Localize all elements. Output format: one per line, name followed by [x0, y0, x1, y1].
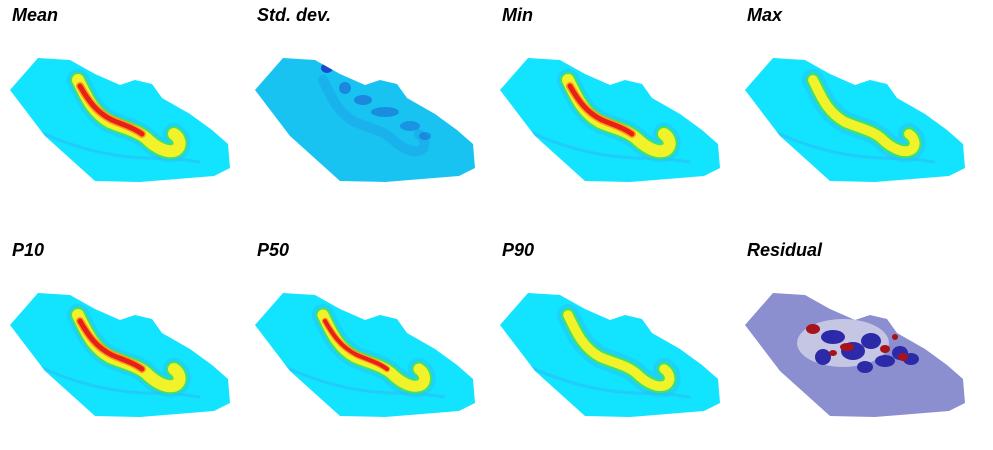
- uncertainty-patch: [400, 121, 420, 131]
- panel-title: P50: [257, 240, 290, 260]
- field-layer: [774, 69, 936, 164]
- field-layer: [529, 304, 691, 399]
- map-p90: [500, 293, 720, 417]
- negative-residual-blob: [821, 330, 845, 344]
- channel-red-core: [567, 83, 635, 137]
- panel-p90: P90: [490, 235, 735, 450]
- uncertainty-patch: [321, 63, 333, 73]
- panel-residual: Residual: [735, 235, 980, 450]
- contour-line: [774, 130, 936, 164]
- positive-residual-blob: [898, 353, 908, 361]
- negative-residual-blob: [815, 349, 831, 365]
- contour-line: [529, 365, 691, 399]
- uncertainty-patch: [339, 82, 351, 94]
- panel-title: Max: [747, 5, 783, 25]
- positive-residual-blob: [806, 324, 820, 334]
- channel-red-core: [323, 319, 389, 371]
- negative-residual-blob: [857, 361, 873, 373]
- field-layer: [284, 304, 446, 399]
- panel-title: Std. dev.: [257, 5, 332, 25]
- map-max: [745, 58, 965, 182]
- map-p10: [10, 293, 230, 417]
- anomaly-layer: [797, 319, 919, 373]
- positive-residual-blob: [880, 345, 890, 353]
- field-layer: [39, 304, 201, 399]
- channel-red-core: [77, 318, 145, 372]
- uncertainty-patch: [371, 107, 399, 117]
- channel-uncertainty: [318, 75, 430, 157]
- positive-residual-blob: [840, 343, 854, 351]
- uncertainty-patch: [354, 95, 372, 105]
- map-residual: [745, 293, 965, 417]
- panel-title: Mean: [12, 5, 59, 25]
- channel-yellow-band: [563, 310, 675, 391]
- domain-field: [255, 58, 475, 182]
- contour-line: [284, 365, 446, 399]
- panel-title: Min: [502, 5, 533, 25]
- panel-title: Residual: [747, 240, 823, 260]
- panel-std-dev: Std. dev.: [245, 0, 490, 215]
- positive-residual-blob: [829, 350, 837, 356]
- panel-title: P90: [502, 240, 535, 260]
- positive-residual-blob: [892, 334, 898, 340]
- map-mean: [10, 58, 230, 182]
- negative-residual-blob: [861, 333, 881, 349]
- negative-residual-blob: [875, 355, 895, 367]
- channel-red-core: [77, 83, 145, 137]
- panel-min: Min: [490, 0, 735, 215]
- panel-max: Max: [735, 0, 980, 215]
- field-layer: [39, 69, 201, 164]
- map-p50: [255, 293, 475, 417]
- panel-mean: Mean: [0, 0, 245, 215]
- panel-p50: P50: [245, 235, 490, 450]
- map-min: [500, 58, 720, 182]
- channel-yellow-band: [808, 75, 920, 157]
- field-layer: [529, 69, 691, 164]
- uncertainty-patch: [419, 132, 431, 140]
- field-layer: [318, 63, 431, 157]
- panel-title: P10: [12, 240, 45, 260]
- map-std-dev: [255, 58, 475, 182]
- panel-p10: P10: [0, 235, 245, 450]
